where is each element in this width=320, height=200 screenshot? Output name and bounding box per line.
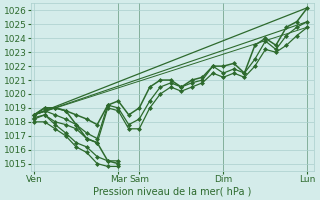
X-axis label: Pression niveau de la mer( hPa ): Pression niveau de la mer( hPa ) (93, 187, 252, 197)
